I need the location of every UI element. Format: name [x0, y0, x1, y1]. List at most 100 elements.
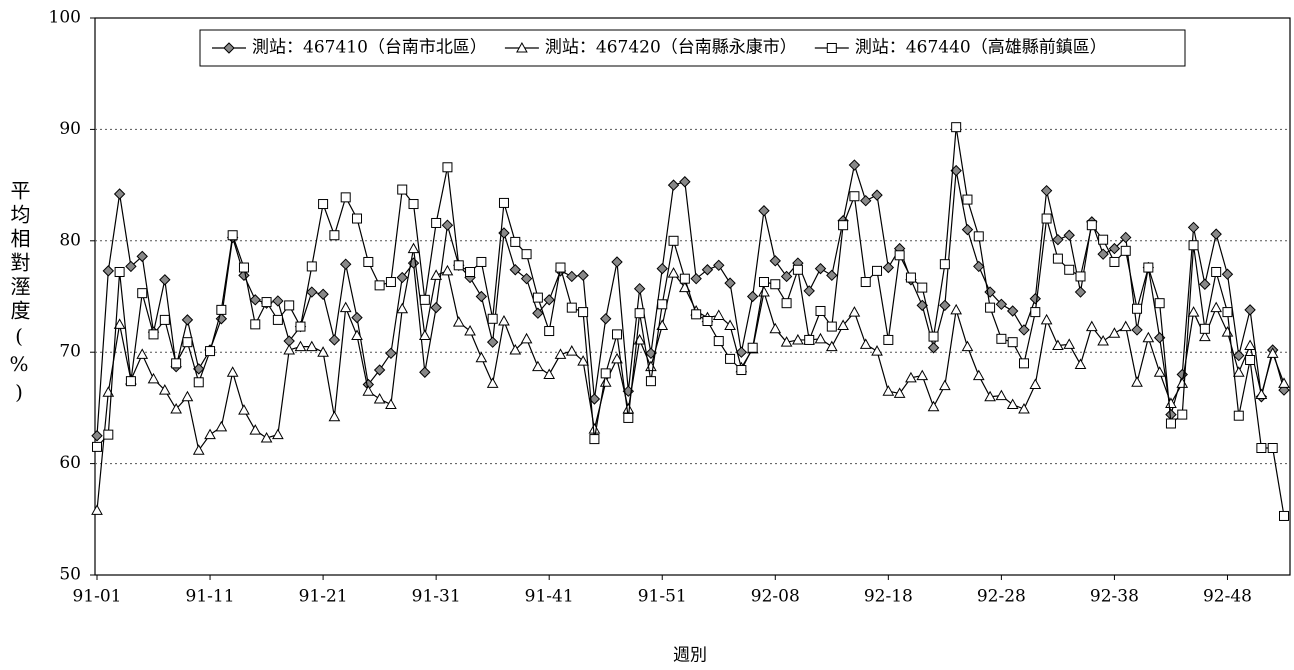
- square-marker: [600, 368, 611, 379]
- square-marker: [1188, 240, 1199, 251]
- square-marker: [261, 297, 272, 308]
- square-marker: [1052, 253, 1063, 264]
- triangle-marker: [385, 398, 397, 410]
- square-marker: [431, 217, 442, 228]
- triangle-marker: [407, 242, 420, 254]
- triangle-marker: [516, 41, 528, 53]
- x-tick-label: 91-21: [299, 587, 348, 607]
- x-tick-label: 91-31: [412, 587, 461, 607]
- square-marker: [736, 365, 747, 376]
- triangle-marker: [464, 325, 476, 336]
- triangle-marker: [339, 301, 352, 313]
- square-marker: [917, 282, 928, 293]
- series-line: [96, 248, 1285, 511]
- y-tick-label: 100: [49, 8, 81, 28]
- triangle-marker: [1006, 398, 1019, 410]
- triangle-marker: [1210, 301, 1223, 313]
- triangle-marker: [1255, 388, 1268, 400]
- triangle-marker: [667, 267, 680, 278]
- diamond-marker: [238, 269, 250, 282]
- triangle-marker: [226, 366, 239, 377]
- diamond-marker: [136, 250, 148, 263]
- square-marker: [1256, 443, 1267, 454]
- triangle-marker: [554, 348, 567, 359]
- square-marker: [295, 321, 306, 332]
- diamond-marker: [1052, 233, 1064, 246]
- triangle-marker: [1085, 320, 1098, 332]
- triangle-marker: [837, 319, 849, 330]
- triangle-marker: [1278, 377, 1290, 388]
- square-marker: [125, 376, 136, 387]
- triangle-marker: [305, 340, 318, 352]
- square-marker: [623, 412, 634, 423]
- square-marker: [1098, 234, 1109, 245]
- diamond-marker: [735, 346, 748, 358]
- triangle-marker: [362, 385, 375, 396]
- square-marker: [928, 331, 939, 342]
- square-marker: [1233, 410, 1244, 421]
- triangle-marker: [1142, 331, 1155, 343]
- diamond-marker: [1108, 242, 1121, 255]
- triangle-marker: [972, 369, 985, 381]
- diamond-marker: [181, 314, 194, 326]
- triangle-marker: [498, 314, 510, 326]
- square-marker: [1165, 418, 1176, 429]
- triangle-marker: [905, 371, 917, 383]
- square-marker: [238, 262, 249, 273]
- x-tick-label: 92-38: [1090, 587, 1139, 607]
- square-marker: [205, 346, 216, 357]
- triangle-marker: [984, 390, 996, 402]
- triangle-marker: [1199, 330, 1211, 342]
- square-marker: [306, 261, 317, 272]
- x-axis-label: 週別: [673, 646, 707, 666]
- diamond-marker: [577, 269, 589, 282]
- diamond-marker: [746, 290, 759, 303]
- square-marker: [826, 43, 837, 53]
- triangle-marker: [452, 316, 465, 327]
- triangle-marker: [882, 385, 895, 396]
- triangle-marker: [1097, 335, 1109, 346]
- square-marker: [171, 358, 182, 369]
- triangle-marker: [396, 302, 409, 314]
- diamond-marker: [758, 205, 770, 217]
- square-marker: [1143, 262, 1154, 273]
- square-marker: [657, 299, 668, 310]
- square-marker: [781, 298, 792, 309]
- y-tick-label: 80: [59, 230, 81, 250]
- legend-label: 測站：467420（台南縣永康市）: [545, 38, 797, 58]
- diamond-marker: [159, 274, 171, 286]
- square-marker: [476, 256, 487, 267]
- square-marker: [826, 321, 837, 332]
- x-tick-label: 92-28: [977, 587, 1026, 607]
- triangle-marker: [520, 332, 533, 344]
- triangle-marker: [283, 343, 296, 355]
- diamond-marker: [339, 258, 352, 270]
- diamond-marker: [1063, 229, 1075, 241]
- triangle-marker: [260, 431, 273, 443]
- triangle-marker: [1176, 377, 1189, 388]
- diamond-marker: [871, 189, 883, 201]
- diamond-marker: [973, 260, 985, 273]
- square-marker: [725, 353, 736, 364]
- square-marker: [1267, 443, 1278, 454]
- square-marker: [589, 434, 600, 445]
- square-marker: [1211, 266, 1222, 277]
- square-marker: [465, 266, 476, 277]
- triangle-marker: [294, 340, 307, 352]
- square-marker: [713, 336, 724, 347]
- triangle-marker: [1040, 313, 1053, 325]
- x-tick-label: 92-48: [1203, 587, 1252, 607]
- square-marker: [702, 316, 713, 327]
- square-marker: [193, 377, 204, 388]
- square-marker: [894, 250, 905, 261]
- diamond-marker: [475, 290, 488, 303]
- diamond-marker: [223, 42, 235, 54]
- diamond-marker: [566, 270, 578, 283]
- square-marker: [408, 199, 419, 210]
- diamond-marker: [351, 311, 363, 324]
- diamond-marker: [961, 223, 974, 236]
- diamond-marker: [543, 294, 555, 306]
- triangle-marker: [565, 345, 578, 356]
- square-marker: [872, 265, 883, 276]
- triangle-marker: [825, 340, 838, 352]
